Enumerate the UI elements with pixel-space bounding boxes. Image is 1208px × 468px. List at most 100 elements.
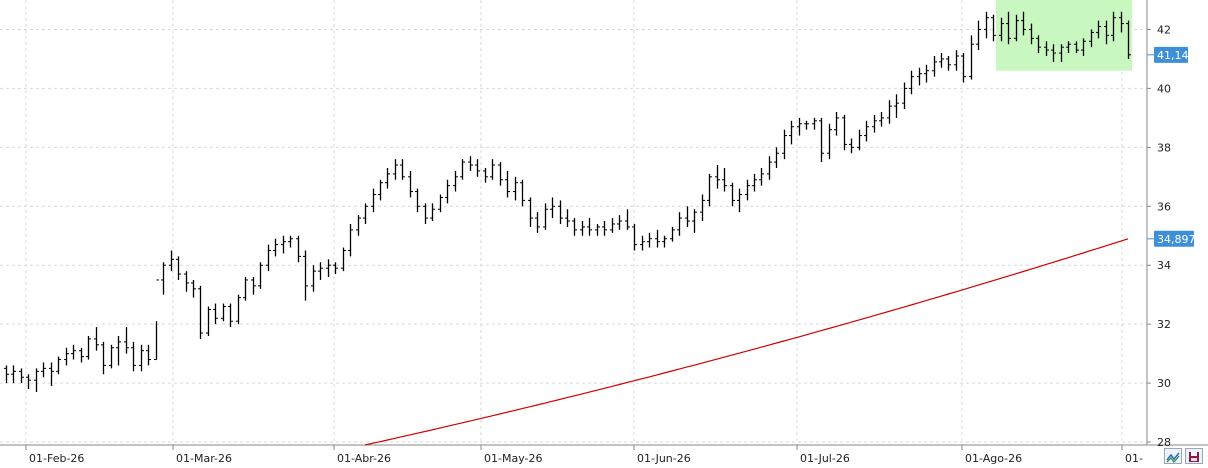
ohlc-bar (602, 221, 607, 236)
ohlc-bar (655, 229, 660, 248)
moving-average-line (364, 238, 1129, 446)
x-axis: 01-Feb-26 01-Mar-26 01-Abr-26 01-May-26 01-J… (25, 445, 1143, 465)
ohlc-bar (954, 50, 959, 71)
ohlc-bar (976, 20, 981, 51)
ohlc-bar (318, 262, 323, 280)
ohlc-bar (1089, 29, 1094, 48)
x-tick-label: 01-May-26 (484, 452, 542, 465)
ohlc-bar (415, 188, 420, 213)
ohlc-bar (400, 159, 405, 180)
moving-average-series (364, 238, 1129, 446)
ohlc-bar (423, 203, 428, 224)
ohlc-bar (543, 203, 548, 230)
ohlc-bar (520, 179, 525, 207)
y-tick-label: 32 (1157, 318, 1171, 331)
ohlc-bar (505, 170, 510, 198)
ohlc-bar (999, 17, 1004, 42)
highlight-rect (995, 0, 1132, 71)
ohlc-bar (625, 209, 630, 230)
ohlc-bar (909, 70, 914, 95)
ohlc-bar (154, 279, 159, 361)
ohlc-bar (924, 64, 929, 83)
ohlc-bar (797, 117, 802, 136)
ohlc-bar (662, 235, 667, 248)
y-tick-label: 34 (1157, 259, 1171, 272)
ohlc-bar (184, 271, 189, 292)
ohlc-bar (700, 194, 705, 222)
ohlc-bar (991, 14, 996, 42)
ohlc-bar (19, 368, 24, 384)
ohlc-bar (759, 167, 764, 186)
ohlc-bar (879, 111, 884, 127)
x-tick-label: 01-Jun-26 (637, 452, 691, 465)
ohlc-bar (311, 265, 316, 292)
ohlc-bar (341, 247, 346, 272)
y-tick-label: 30 (1157, 377, 1171, 390)
x-tick-label: 01-Mar-26 (176, 452, 232, 465)
x-tick-label: 01-Feb-26 (29, 452, 84, 465)
ohlc-bar (692, 209, 697, 233)
ohlc-bar (528, 197, 533, 227)
x-tick-label: 01-Abr-26 (337, 452, 391, 465)
ohlc-bar (1119, 11, 1124, 33)
y-tick-label: 40 (1157, 82, 1171, 95)
ohlc-bar (715, 165, 720, 189)
ohlc-bar (4, 365, 9, 384)
ohlc-bar (430, 203, 435, 222)
ohlc-bar (1104, 20, 1109, 45)
ohlc-bar (86, 335, 91, 360)
ohlc-bar (326, 259, 331, 278)
ohlc-bar (535, 212, 540, 233)
ohlc-bar (101, 341, 106, 375)
ohlc-bar (296, 235, 301, 263)
ohlc-bar (595, 223, 600, 236)
ohlc-bar (857, 129, 862, 151)
ohlc-bar (460, 159, 465, 180)
ohlc-bar (580, 221, 585, 236)
ohlc-bar (333, 262, 338, 275)
ohlc-bar (356, 215, 361, 236)
ohlc-bar (453, 170, 458, 192)
ohlc-bar (161, 262, 166, 295)
x-tick-label: 01- (1125, 452, 1143, 465)
ohlc-bar (109, 344, 114, 369)
ohlc-bar (670, 226, 675, 242)
ohlc-bar (827, 123, 832, 160)
ohlc-bar (722, 167, 727, 192)
y-tick-label: 36 (1157, 200, 1171, 213)
ohlc-bar (221, 303, 226, 322)
ohlc-bar (558, 200, 563, 224)
ohlc-bar (872, 114, 877, 133)
ohlc-bar (587, 218, 592, 236)
ohlc-bar (632, 223, 637, 251)
ohlc-bar (273, 238, 278, 257)
ohlc-series (4, 11, 1131, 392)
grid (0, 0, 1147, 445)
ohlc-bar (348, 223, 353, 257)
ohlc-bar (41, 362, 46, 378)
ohlc-bar (834, 111, 839, 136)
ohlc-bar (1111, 11, 1116, 42)
ohlc-bar (213, 303, 218, 325)
ohlc-bar (812, 117, 817, 130)
last-price-label: 41,14 (1157, 49, 1189, 62)
ohlc-bar (730, 182, 735, 207)
indicator-icon[interactable] (1164, 448, 1182, 464)
moving-average-tag: 34,897 (1154, 230, 1196, 247)
ohlc-bar (1051, 44, 1056, 62)
ohlc-bar (707, 173, 712, 207)
ohlc-bar (490, 159, 495, 180)
ohlc-bar (206, 306, 211, 336)
ohlc-bar (378, 179, 383, 201)
ohlc-bar (752, 173, 757, 192)
ohlc-bar (11, 365, 16, 384)
ohlc-bar (969, 35, 974, 80)
ohlc-bar (804, 120, 809, 130)
ohlc-bar (266, 244, 271, 272)
ohlc-bar (49, 362, 54, 387)
ohlc-bar (176, 256, 181, 280)
save-icon[interactable] (1185, 448, 1203, 464)
ohlc-bar (26, 374, 31, 390)
ohlc-bar (782, 129, 787, 160)
ohlc-bar (1036, 35, 1041, 54)
